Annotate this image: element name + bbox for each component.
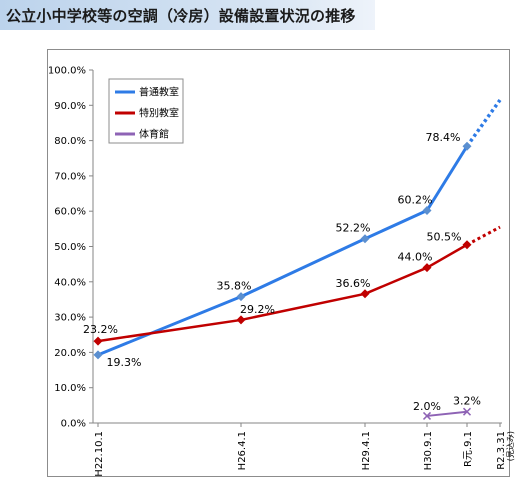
y-tick-label: 90.0% (54, 101, 86, 112)
y-tick-label: 100.0% (48, 66, 86, 77)
y-tick-label: 50.0% (54, 242, 86, 253)
data-label: 2.0% (413, 400, 441, 413)
legend-box (108, 78, 184, 144)
y-tick-label: 80.0% (54, 136, 86, 147)
y-tick-label: 70.0% (54, 171, 86, 182)
data-label: 78.4% (426, 131, 461, 144)
data-point (236, 315, 246, 325)
data-label: 60.2% (398, 193, 433, 206)
data-point (360, 234, 370, 244)
data-point (462, 240, 472, 250)
series-projection (465, 98, 502, 148)
series-projection (466, 225, 501, 247)
series-line (426, 410, 468, 417)
y-tick-label: 40.0% (54, 277, 86, 288)
x-tick-sublabel: (見込み) (506, 431, 515, 461)
y-tick-label: 10.0% (54, 383, 86, 394)
y-tick-label: 30.0% (54, 313, 86, 324)
data-point (360, 289, 370, 299)
legend-label: 体育館 (139, 128, 169, 141)
x-tick-label: H22.10.1 (94, 431, 105, 477)
data-label: 35.8% (217, 280, 252, 293)
x-tick-label: R2.3.31 (496, 431, 507, 470)
data-point (93, 350, 103, 360)
data-label: 36.6% (336, 277, 371, 290)
data-point (422, 411, 432, 420)
x-tick-label: R元.9.1 (463, 431, 474, 467)
page-title: 公立小中学校等の空調（冷房）設備設置状況の推移 (6, 7, 356, 25)
x-tick-label: H26.4.1 (237, 431, 248, 470)
data-point (236, 292, 246, 302)
y-tick-label: 20.0% (54, 348, 86, 359)
data-point (422, 263, 432, 273)
title-bar: 公立小中学校等の空調（冷房）設備設置状況の推移 (0, 0, 375, 30)
legend-label: 普通教室 (139, 86, 179, 99)
data-point (462, 407, 472, 416)
data-point (462, 141, 472, 151)
x-tick-label: H30.9.1 (423, 431, 434, 470)
data-label: 3.2% (453, 395, 481, 408)
data-point (93, 336, 103, 346)
data-label: 44.0% (398, 251, 433, 264)
data-label: 52.2% (336, 222, 371, 235)
y-tick-label: 60.0% (54, 207, 86, 218)
data-point (422, 205, 432, 215)
x-tick-label: H29.4.1 (361, 431, 372, 470)
y-tick-label: 0.0% (61, 419, 86, 430)
data-label: 19.3% (107, 356, 142, 369)
legend-label: 特別教室 (139, 107, 179, 120)
data-label: 23.2% (83, 323, 118, 336)
data-label: 29.2% (240, 303, 275, 316)
data-label: 50.5% (427, 231, 462, 244)
